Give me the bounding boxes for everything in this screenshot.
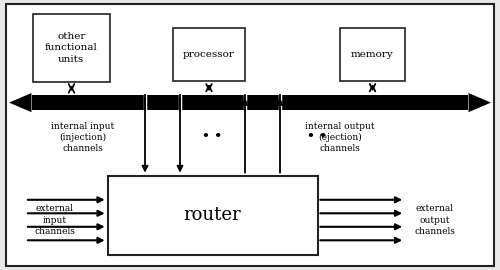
Text: external
input
channels: external input channels: [34, 204, 76, 236]
Polygon shape: [9, 93, 32, 112]
Text: external
output
channels: external output channels: [414, 204, 456, 236]
Text: router: router: [184, 206, 242, 224]
Text: • •: • •: [308, 130, 328, 143]
Text: • •: • •: [202, 130, 222, 143]
Text: other
functional
units: other functional units: [45, 32, 98, 64]
Text: memory: memory: [351, 50, 394, 59]
Text: processor: processor: [183, 50, 234, 59]
Bar: [32, 14, 110, 82]
Bar: [340, 28, 405, 81]
Bar: [108, 176, 318, 255]
Text: internal input
(injection)
channels: internal input (injection) channels: [51, 122, 114, 153]
Bar: [172, 28, 245, 81]
Bar: [32, 95, 469, 110]
Polygon shape: [468, 93, 491, 112]
Text: internal output
(ejection)
channels: internal output (ejection) channels: [305, 122, 375, 153]
